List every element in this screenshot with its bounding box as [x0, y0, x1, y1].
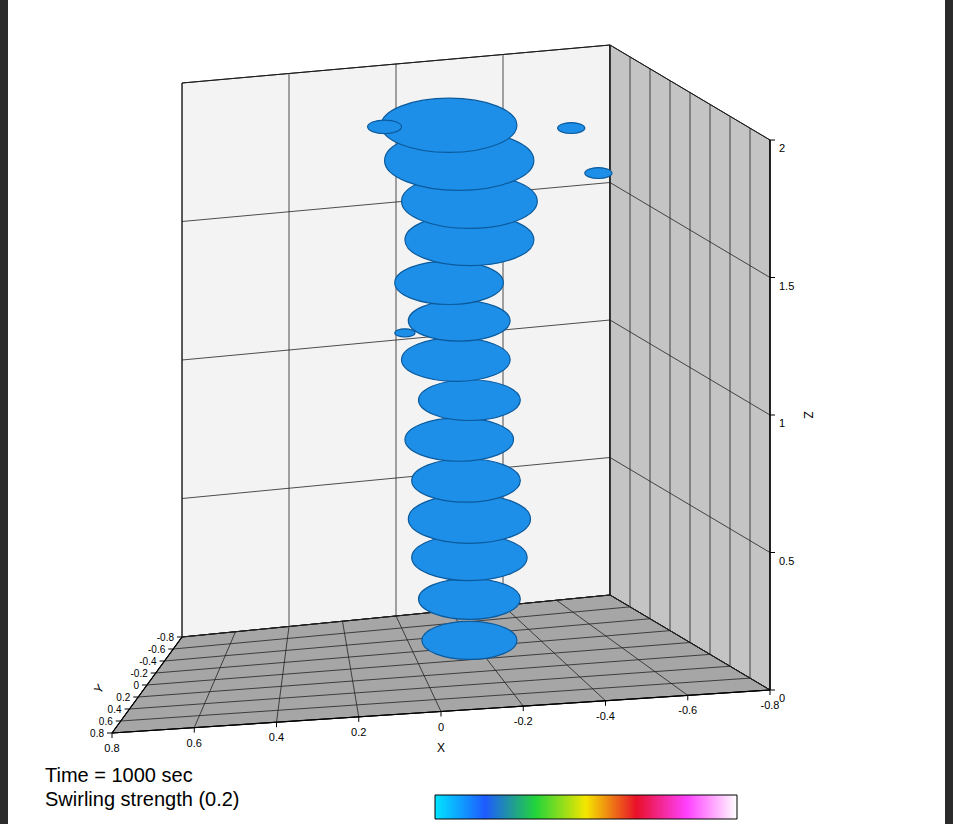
svg-text:0: 0	[133, 680, 139, 691]
svg-text:Time = 1000 sec: Time = 1000 sec	[45, 764, 193, 786]
svg-text:2: 2	[779, 142, 785, 154]
svg-text:-0.2: -0.2	[131, 668, 149, 679]
svg-text:0: 0	[438, 721, 444, 733]
svg-text:0.6: 0.6	[99, 716, 113, 727]
svg-text:-0.2: -0.2	[514, 715, 533, 727]
svg-text:Swirling strength (0.2): Swirling strength (0.2)	[45, 788, 240, 810]
svg-text:Z: Z	[801, 411, 815, 418]
svg-text:0.8: 0.8	[104, 742, 119, 754]
svg-text:-0.8: -0.8	[761, 699, 780, 711]
svg-text:-0.8: -0.8	[157, 632, 175, 643]
svg-text:0.2: 0.2	[351, 726, 366, 738]
svg-text:-0.6: -0.6	[148, 644, 166, 655]
svg-text:1.5: 1.5	[779, 280, 794, 292]
svg-text:0.2: 0.2	[116, 692, 130, 703]
svg-text:1: 1	[779, 417, 785, 429]
svg-text:X: X	[437, 741, 445, 755]
svg-text:0.6: 0.6	[187, 737, 202, 749]
svg-text:Y: Y	[91, 682, 107, 697]
svg-text:0.4: 0.4	[108, 704, 122, 715]
svg-text:-0.6: -0.6	[678, 704, 697, 716]
svg-text:0.4: 0.4	[269, 731, 284, 743]
svg-text:0.5: 0.5	[779, 555, 794, 567]
svg-text:0: 0	[779, 692, 785, 704]
svg-text:-0.4: -0.4	[596, 710, 615, 722]
svg-text:-0.4: -0.4	[139, 656, 157, 667]
svg-text:0.8: 0.8	[90, 728, 104, 739]
